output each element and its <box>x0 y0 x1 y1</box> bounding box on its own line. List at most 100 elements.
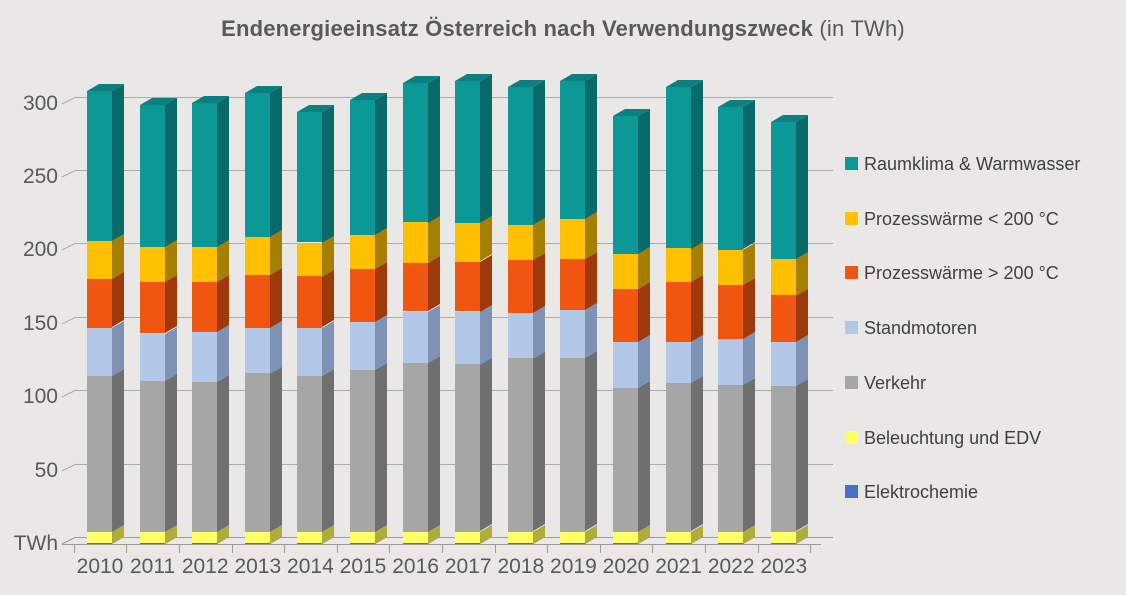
legend-marker <box>845 266 858 280</box>
bar-segment <box>665 248 691 283</box>
bar-segment <box>402 82 428 222</box>
bar-segment <box>455 81 481 224</box>
legend-item: Verkehr <box>845 373 1115 393</box>
bar-segment <box>507 86 533 225</box>
y-gridline <box>76 463 833 465</box>
bar-segment <box>350 543 375 544</box>
bar-segment <box>665 342 691 384</box>
legend-marker <box>845 321 858 335</box>
legend-item: Prozesswärme < 200 °C <box>845 209 1115 229</box>
x-axis-tick <box>284 545 286 553</box>
bar-segment <box>665 383 691 532</box>
bar-segment <box>244 92 270 237</box>
bar-segment <box>613 116 638 255</box>
legend-item: Standmotoren <box>845 318 1115 338</box>
bar-segment <box>192 332 218 382</box>
bar-segment <box>455 223 481 262</box>
bar-segment <box>297 376 323 532</box>
bar-segment <box>455 531 481 544</box>
bar-segment <box>402 221 428 263</box>
bar-segment <box>507 358 533 532</box>
y-gridline <box>76 243 833 245</box>
bar-segment <box>87 543 112 544</box>
y-gridline <box>76 390 833 392</box>
x-axis-label: 2011 <box>130 555 176 578</box>
bar-segment <box>665 282 691 343</box>
legend-label: Prozesswärme < 200 °C <box>864 208 1059 229</box>
bar-segment <box>665 86 691 249</box>
bar-segment <box>87 241 112 280</box>
x-axis-label: 2017 <box>444 555 492 578</box>
bar-segment <box>613 289 638 343</box>
y-axis-unit-label: TWh <box>13 532 58 555</box>
x-axis-tick <box>389 545 391 553</box>
bar-segment <box>507 224 533 261</box>
bar-segment <box>139 543 165 544</box>
legend-marker <box>845 211 858 225</box>
bar-segment <box>613 387 638 532</box>
x-axis-tick <box>336 545 338 553</box>
x-axis-label: 2010 <box>76 555 124 578</box>
x-axis-tick <box>652 545 654 553</box>
bar-segment <box>192 543 218 544</box>
legend-marker <box>845 430 858 444</box>
bar-segment <box>139 104 165 247</box>
bar-segment <box>192 531 218 544</box>
bar-segment <box>244 236 270 275</box>
bar-segment <box>139 531 165 544</box>
bar-segment <box>770 531 796 544</box>
y-axis-label: 300 <box>22 91 58 115</box>
x-axis-label: 2016 <box>392 555 439 578</box>
y-gridline <box>76 170 833 171</box>
bar-segment <box>192 103 218 247</box>
bar-segment <box>402 263 428 312</box>
bar-segment <box>665 543 691 544</box>
bar-segment <box>244 531 270 544</box>
bar-segment <box>613 342 638 388</box>
bar-segment <box>350 531 375 544</box>
chart-title-unit: (in TWh) <box>813 16 905 41</box>
bar-segment <box>297 242 323 277</box>
bar-segment <box>455 364 481 532</box>
legend-item: Elektrochemie <box>845 482 1115 502</box>
bar-segment <box>350 321 375 371</box>
bar-segment <box>87 327 112 376</box>
baseline-back <box>76 537 833 538</box>
bar-segment <box>560 531 586 544</box>
y-axis-label: 250 <box>22 165 58 188</box>
bar-segment <box>770 386 796 532</box>
y-axis-label: 50 <box>34 458 58 482</box>
bar-segment <box>244 327 270 374</box>
bar-segment <box>665 531 691 544</box>
legend-label: Prozesswärme > 200 °C <box>864 263 1059 284</box>
bar-segment <box>718 285 744 340</box>
bar-segment <box>455 311 481 365</box>
legend-marker <box>845 375 858 389</box>
x-axis-label: 2020 <box>602 555 650 578</box>
bar-segment <box>718 107 744 250</box>
chart-title: Endenergieeinsatz Österreich nach Verwen… <box>0 16 1126 42</box>
y-axis-label: 100 <box>22 385 58 409</box>
bar-segment <box>770 295 796 343</box>
x-axis-tick <box>547 545 549 553</box>
x-axis-tick <box>757 545 759 553</box>
bar-segment <box>402 531 428 544</box>
bar-segment <box>560 543 586 544</box>
bar-segment <box>87 91 112 241</box>
bar-segment <box>350 100 375 236</box>
bar-segment <box>718 543 744 544</box>
bar-segment <box>455 261 481 312</box>
bar-segment <box>613 254 638 290</box>
x-axis-label: 2014 <box>287 555 334 578</box>
x-axis-tick <box>231 545 233 553</box>
bar-segment <box>402 543 428 544</box>
bar-segment <box>507 543 533 544</box>
bar-segment <box>297 531 323 544</box>
y-axis-label: 200 <box>22 238 58 262</box>
bar-segment <box>139 380 165 532</box>
bar-segment <box>297 327 323 376</box>
bar-segment <box>297 276 323 328</box>
x-axis-label: 2018 <box>497 555 545 578</box>
bar-segment <box>87 279 112 328</box>
